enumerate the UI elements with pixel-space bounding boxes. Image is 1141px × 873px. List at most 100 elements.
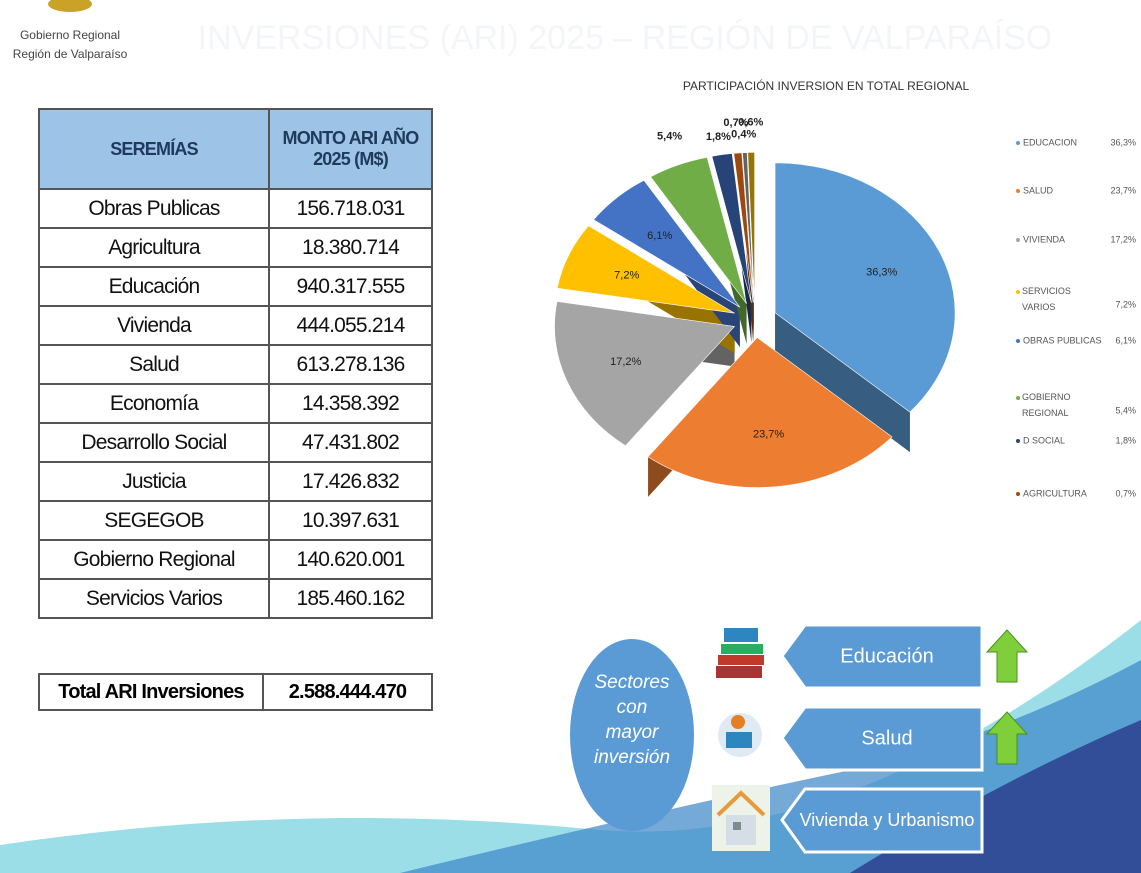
table-cell: 10.397.631: [268, 500, 433, 541]
legend-label: AGRICULTURA: [1023, 488, 1087, 498]
legend-value: 5,4%: [1115, 405, 1136, 415]
sector-label: Educación: [840, 645, 933, 667]
legend-value: 36,3%: [1110, 137, 1136, 147]
legend-label-box: GOBIERNO REGIONAL: [1022, 392, 1071, 418]
legend-swatch: [1016, 238, 1020, 242]
sector-label: Salud: [861, 727, 912, 749]
sector-box: [780, 705, 984, 772]
legend-value: 23,7%: [1110, 185, 1136, 195]
sector-box: [780, 787, 984, 854]
legend: EDUCACION 36,3% SALUD 23,7% VIVIENDA 17,2% SER…: [1016, 137, 1136, 498]
table-cell: Educación: [38, 266, 270, 307]
sector-box: [780, 623, 984, 690]
legend-value: 17,2%: [1110, 234, 1136, 244]
slide-title: INVERSIONES (ARI) 2025 – REGIÓN DE VALPA…: [198, 19, 1053, 57]
sector-heading: Sectores con mayor inversión: [593, 672, 671, 768]
table-cell: Vivienda: [38, 305, 270, 346]
slice-labels: 36,3% 23,7% 17,2% 7,2% 6,1% 5,4% 1,8% 0,7%0,4%0…: [610, 116, 897, 440]
legend-swatch: [1016, 339, 1020, 343]
table-cell: 444.055.214: [268, 305, 433, 346]
table-cell: Agricultura: [38, 227, 270, 268]
slice: [733, 152, 754, 303]
table-row: Agricultura 18.380.714: [38, 227, 433, 268]
table-cell: 140.620.001: [268, 539, 433, 580]
slice-tops: [554, 152, 956, 488]
table-cell: Salud: [38, 344, 270, 385]
table-cell: Obras Publicas: [38, 188, 270, 229]
table-cell: Servicios Varios: [38, 578, 270, 619]
icon-house: [712, 785, 770, 851]
legend-label: SERVICIOS VARIOS: [1022, 286, 1071, 312]
data-label: 0,6%: [738, 116, 763, 128]
table-cell: SEGEGOB: [38, 500, 270, 541]
table-row: SEGEGOB 10.397.631: [38, 500, 433, 541]
table-row: Obras Publicas 156.718.031: [38, 188, 433, 229]
table-cell: Economía: [38, 383, 270, 424]
table-row: Economía 14.358.392: [38, 383, 433, 424]
legend-value: 7,2%: [1115, 299, 1136, 309]
table-row: Educación 940.317.555: [38, 266, 433, 307]
logo-text: Región de Valparaíso: [13, 47, 128, 61]
pie-chart: 36,3% 23,7% 17,2% 7,2% 6,1% 5,4% 1,8% 0,7%0,4%0…: [554, 116, 956, 528]
data-label: 5,4%: [657, 130, 682, 142]
legend-label: GOBIERNO REGIONAL: [1022, 392, 1071, 418]
column-header: MONTO ARI AÑO 2025 (M$): [268, 108, 433, 190]
data-label: 0,7%: [723, 117, 748, 129]
legend-swatch: [1016, 290, 1020, 294]
icon-health: [718, 713, 762, 757]
data-label: 1,8%: [706, 131, 731, 143]
logo-text: Gobierno Regional: [20, 28, 120, 42]
data-label: 23,7%: [753, 428, 784, 440]
sector-boxes: Educación Salud Vivienda y Urbanismo: [780, 623, 984, 854]
table-row: Salud 613.278.136: [38, 344, 433, 385]
table-cell: 17.426.832: [268, 461, 433, 502]
chart-title: PARTICIPACIÓN INVERSION EN TOTAL REGIONA…: [683, 78, 970, 93]
slice: [742, 152, 755, 303]
slice: [556, 225, 735, 314]
slice: [647, 337, 893, 488]
legend-swatch: [1016, 396, 1020, 400]
table-cell: 185.460.162: [268, 578, 433, 619]
table-cell: Justicia: [38, 461, 270, 502]
up-arrow: [985, 629, 1029, 683]
table-cell: 156.718.031: [268, 188, 433, 229]
legend-swatch: [1016, 439, 1020, 443]
sector-heading-box: Sectores con mayor inversión: [593, 672, 671, 768]
total-cell: 2.588.444.470: [262, 673, 433, 711]
legend-label: OBRAS PUBLICAS: [1023, 335, 1102, 345]
up-arrow: [985, 711, 1029, 765]
data-label: 17,2%: [610, 356, 641, 368]
table-cell: 47.431.802: [268, 422, 433, 463]
data-label: 36,3%: [866, 267, 897, 279]
legend-swatch: [1016, 189, 1020, 193]
legend-value: 1,8%: [1115, 435, 1136, 445]
slice: [593, 179, 741, 308]
data-label: 6,1%: [647, 230, 672, 242]
table-cell: 613.278.136: [268, 344, 433, 385]
table-cell: 18.380.714: [268, 227, 433, 268]
icon-books: [716, 628, 764, 678]
slice: [774, 162, 956, 413]
table-row: Justicia 17.426.832: [38, 461, 433, 502]
legend-swatch: [1016, 492, 1020, 496]
legend-label: SALUD: [1023, 185, 1054, 195]
legend-label: VIVIENDA: [1023, 234, 1065, 244]
slice: [711, 153, 752, 303]
slice: [650, 157, 747, 304]
table-row: Servicios Varios 185.460.162: [38, 578, 433, 619]
table-cell: Gobierno Regional: [38, 539, 270, 580]
legend-swatch: [1016, 141, 1020, 145]
table-row: Desarrollo Social 47.431.802: [38, 422, 433, 463]
investment-table: SEREMÍAS MONTO ARI AÑO 2025 (M$) Obras Pub…: [38, 108, 433, 619]
legend-value: 6,1%: [1115, 335, 1136, 345]
legend-label: D SOCIAL: [1023, 435, 1065, 445]
total-cell: Total ARI Inversiones: [38, 673, 264, 711]
table-cell: 940.317.555: [268, 266, 433, 307]
table-row: Vivienda 444.055.214: [38, 305, 433, 346]
logo: [48, 0, 92, 12]
legend-label-box: SERVICIOS VARIOS: [1022, 286, 1071, 312]
data-label: 0,4%: [731, 129, 756, 141]
legend-value: 0,7%: [1115, 488, 1136, 498]
